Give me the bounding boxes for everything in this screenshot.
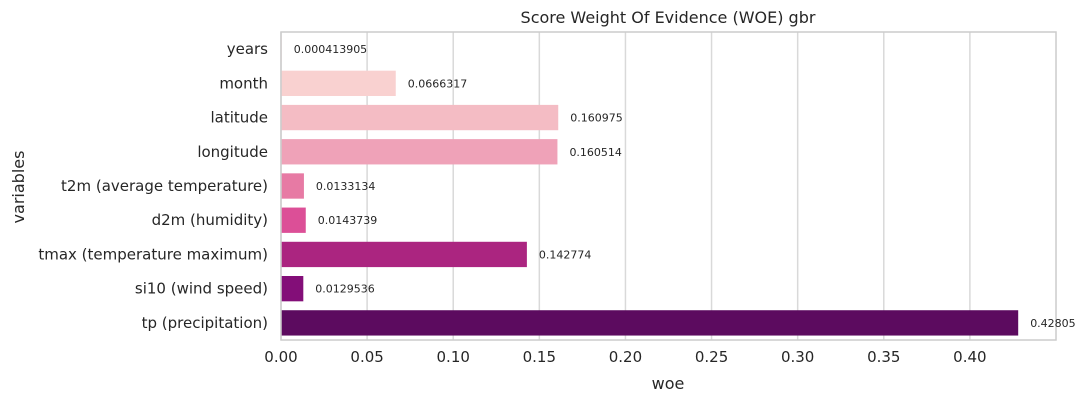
bar-data-label: 0.160975 — [570, 112, 623, 125]
x-tick-label: 0.05 — [350, 348, 383, 366]
y-category-label: tp (precipitation) — [142, 314, 268, 332]
bar-data-label: 0.142774 — [539, 248, 592, 261]
bar-data-label: 0.160514 — [569, 146, 622, 159]
bar — [281, 207, 306, 233]
bar-data-label: 0.0666317 — [408, 77, 468, 90]
bar — [281, 70, 396, 96]
y-category-label: years — [227, 40, 268, 58]
y-category-label: latitude — [210, 109, 268, 127]
x-tick-label: 0.30 — [781, 348, 814, 366]
x-axis-label: woe — [652, 374, 685, 393]
bar — [281, 241, 527, 268]
y-axis-label: variables — [9, 151, 28, 224]
bar-data-label: 0.0133134 — [316, 180, 376, 193]
y-category-label: d2m (humidity) — [152, 211, 268, 229]
y-category-label: month — [219, 74, 268, 92]
x-tick-label: 0.40 — [953, 348, 986, 366]
x-tick-label: 0.20 — [609, 348, 642, 366]
plot-frame — [280, 31, 1057, 341]
bar — [281, 276, 304, 302]
chart-title: Score Weight Of Evidence (WOE) gbr — [521, 8, 816, 27]
y-category-label: si10 (wind speed) — [135, 280, 268, 298]
bar-layer — [281, 36, 1019, 336]
y-category-label: longitude — [197, 143, 268, 161]
x-tick-label: 0.25 — [695, 348, 728, 366]
bar-data-label: 0.000413905 — [294, 43, 367, 56]
y-category-label: t2m (average temperature) — [61, 177, 268, 195]
bar — [281, 310, 1019, 336]
x-tick-label: 0.15 — [523, 348, 556, 366]
bar — [281, 139, 558, 165]
bar — [281, 173, 304, 199]
x-tick-label: 0.35 — [867, 348, 900, 366]
x-tick-label: 0.00 — [264, 348, 297, 366]
y-category-label: tmax (temperature maximum) — [38, 245, 268, 263]
bar-data-label: 0.42805 — [1030, 317, 1076, 330]
bar-data-label: 0.0143739 — [318, 214, 378, 227]
x-tick-label: 0.10 — [437, 348, 470, 366]
bar-data-label: 0.0129536 — [315, 283, 375, 296]
bar — [281, 104, 559, 131]
label-layer: 0.00 0.05 0.10 0.15 0.20 0.25 0.30 0.35 0.40 year… — [38, 40, 1075, 366]
